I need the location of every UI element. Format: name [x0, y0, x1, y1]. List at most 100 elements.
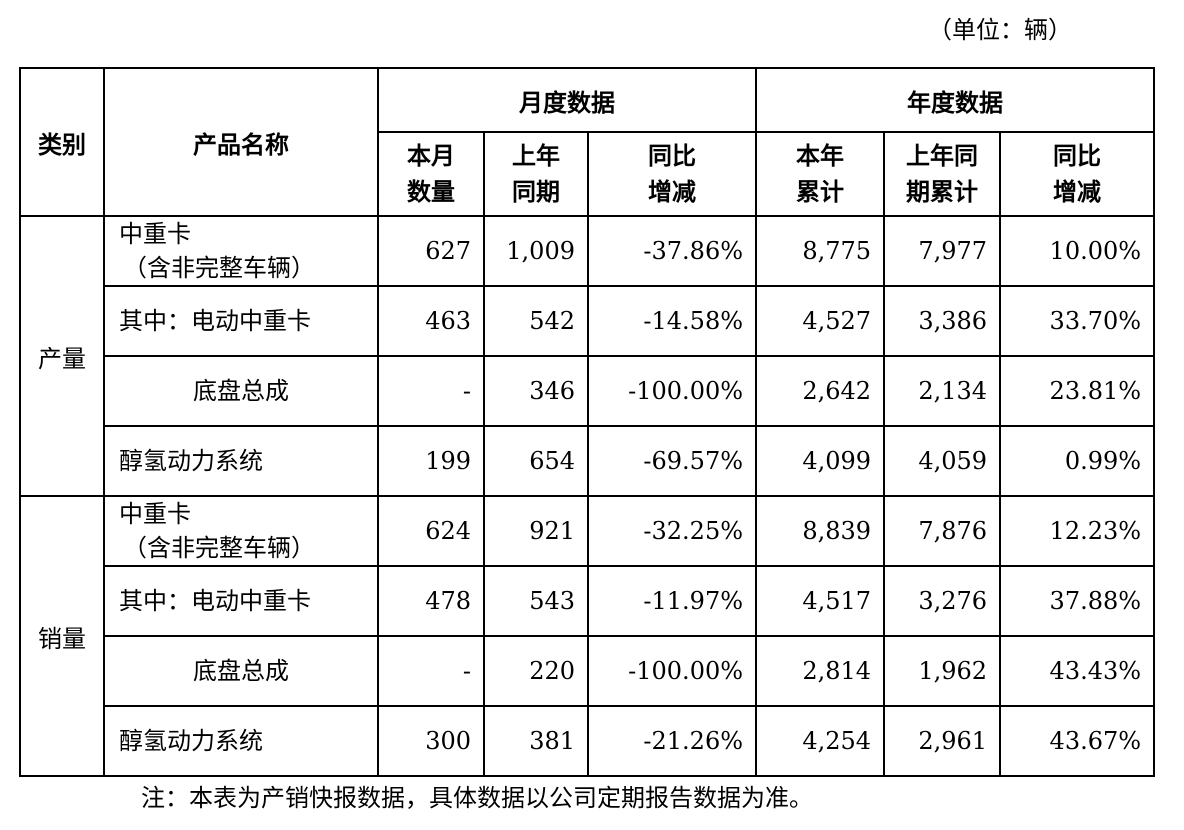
category-cell: 产量 [19, 215, 105, 497]
cell-prior-year-same-period: 921 [483, 495, 589, 567]
cell-current-month-qty: - [377, 355, 485, 427]
cell-current-month-qty: 463 [377, 285, 485, 357]
product-name: 中重卡 [119, 220, 191, 248]
cell-prior-ytd-cumulative: 7,977 [883, 215, 1002, 287]
product-name-cell: 中重卡 （含非完整车辆） [103, 495, 379, 567]
product-name-note: （含非完整车辆） [123, 254, 315, 282]
cell-prior-year-same-period: 654 [483, 425, 589, 497]
product-name-cell: 其中：电动中重卡 [103, 565, 379, 637]
product-name-cell: 底盘总成 [103, 635, 379, 707]
header-line: 同期 [512, 177, 560, 206]
cell-annual-yoy-change: 12.23% [999, 495, 1156, 567]
production-sales-table: 类别 产品名称 月度数据 年度数据 本月 数量 上年 同期 同比 增减 本年 累… [19, 67, 1156, 777]
cell-ytd-cumulative: 4,099 [755, 425, 886, 497]
cell-current-month-qty: 300 [377, 705, 485, 777]
product-name-cell: 醇氢动力系统 [103, 705, 379, 777]
cell-prior-ytd-cumulative: 3,276 [883, 565, 1002, 637]
cell-monthly-yoy-change: -11.97% [586, 565, 758, 637]
cell-current-month-qty: 627 [377, 215, 485, 287]
table-row: 产量 中重卡 （含非完整车辆） 627 1,009 -37.86% 8,775 7,977 10… [19, 215, 1156, 497]
header-category: 类别 [19, 67, 105, 217]
cell-ytd-cumulative: 4,254 [755, 705, 886, 777]
table-row: 醇氢动力系统 300 381 -21.26% 4,254 2,961 43.67% [20, 705, 1156, 777]
product-name: 底盘总成 [193, 377, 289, 405]
header-line: 本月 [407, 141, 455, 170]
table-body: 产量 中重卡 （含非完整车辆） 627 1,009 -37.86% 8,775 7,977 10… [19, 215, 1156, 777]
table-row: 醇氢动力系统 199 654 -69.57% 4,099 4,059 0.99% [20, 425, 1156, 497]
header-row-columns: 本月 数量 上年 同期 同比 增减 本年 累计 上年同 期累计 同比 增减 [20, 131, 1156, 217]
header-current-month-qty: 本月 数量 [377, 131, 485, 217]
cell-prior-ytd-cumulative: 4,059 [883, 425, 1002, 497]
cell-prior-year-same-period: 220 [483, 635, 589, 707]
cell-monthly-yoy-change: -14.58% [586, 285, 758, 357]
cell-current-month-qty: - [377, 635, 485, 707]
cell-monthly-yoy-change: -100.00% [586, 635, 758, 707]
header-prior-year-same-period: 上年 同期 [483, 131, 589, 217]
cell-prior-ytd-cumulative: 2,134 [883, 355, 1002, 427]
cell-ytd-cumulative: 4,517 [755, 565, 886, 637]
table-row: 底盘总成 -220 -100.00% 2,814 1,962 43.43% [20, 635, 1156, 707]
cell-current-month-qty: 478 [377, 565, 485, 637]
header-monthly-yoy-change: 同比 增减 [586, 131, 758, 217]
cell-prior-ytd-cumulative: 1,962 [883, 635, 1002, 707]
product-name: 醇氢动力系统 [119, 727, 263, 755]
header-line: 本年 [796, 141, 845, 170]
category-cell: 销量 [19, 495, 105, 777]
header-line: 数量 [407, 177, 455, 206]
product-name-cell: 其中：电动中重卡 [103, 285, 379, 357]
cell-ytd-cumulative: 4,527 [755, 285, 886, 357]
header-line: 同比 [1053, 141, 1102, 170]
table-row: 销量 中重卡 （含非完整车辆） 624 921 -32.25% 8,839 7,876 12.2… [19, 495, 1156, 777]
cell-annual-yoy-change: 23.81% [999, 355, 1156, 427]
cell-annual-yoy-change: 0.99% [999, 425, 1156, 497]
header-annual-data: 年度数据 [755, 67, 1156, 133]
header-annual-yoy-change: 同比 增减 [999, 131, 1156, 217]
cell-prior-year-same-period: 542 [483, 285, 589, 357]
header-prior-ytd-cumulative: 上年同 期累计 [883, 131, 1002, 217]
product-name-note: （含非完整车辆） [123, 534, 315, 562]
cell-monthly-yoy-change: -21.26% [586, 705, 758, 777]
cell-annual-yoy-change: 43.43% [999, 635, 1156, 707]
cell-annual-yoy-change: 10.00% [999, 215, 1156, 287]
cell-monthly-yoy-change: -69.57% [586, 425, 758, 497]
cell-prior-year-same-period: 381 [483, 705, 589, 777]
product-name: 底盘总成 [193, 657, 289, 685]
unit-label: （单位：辆） [928, 16, 1072, 44]
header-line: 增减 [1053, 177, 1102, 206]
cell-monthly-yoy-change: -37.86% [586, 215, 758, 287]
header-ytd-cumulative: 本年 累计 [755, 131, 886, 217]
header-line: 增减 [648, 177, 697, 206]
footnote: 注：本表为产销快报数据，具体数据以公司定期报告数据为准。 [141, 784, 813, 812]
header-line: 同比 [648, 141, 697, 170]
cell-prior-year-same-period: 1,009 [483, 215, 589, 287]
cell-ytd-cumulative: 2,814 [755, 635, 886, 707]
cell-prior-ytd-cumulative: 7,876 [883, 495, 1002, 567]
header-row-groups: 类别 产品名称 月度数据 年度数据 [19, 67, 1156, 217]
header-product-name: 产品名称 [103, 67, 379, 217]
header-line: 上年 [512, 141, 560, 170]
cell-current-month-qty: 199 [377, 425, 485, 497]
header-line: 累计 [796, 177, 845, 206]
cell-annual-yoy-change: 37.88% [999, 565, 1156, 637]
product-name: 其中：电动中重卡 [119, 587, 311, 615]
product-name: 其中：电动中重卡 [119, 307, 311, 335]
cell-monthly-yoy-change: -100.00% [586, 355, 758, 427]
cell-monthly-yoy-change: -32.25% [586, 495, 758, 567]
cell-prior-year-same-period: 346 [483, 355, 589, 427]
cell-prior-year-same-period: 543 [483, 565, 589, 637]
cell-ytd-cumulative: 8,839 [755, 495, 886, 567]
cell-prior-ytd-cumulative: 2,961 [883, 705, 1002, 777]
header-line: 上年同 [906, 141, 979, 170]
table-row: 底盘总成 -346 -100.00% 2,642 2,134 23.81% [20, 355, 1156, 427]
table-row: 其中：电动中重卡 463 542 -14.58% 4,527 3,386 33.70% [20, 285, 1156, 357]
header-monthly-data: 月度数据 [376, 67, 758, 133]
cell-prior-ytd-cumulative: 3,386 [883, 285, 1002, 357]
cell-current-month-qty: 624 [377, 495, 485, 567]
product-name-cell: 底盘总成 [103, 355, 379, 427]
product-name-cell: 醇氢动力系统 [103, 425, 379, 497]
product-name-cell: 中重卡 （含非完整车辆） [103, 215, 379, 287]
cell-ytd-cumulative: 8,775 [755, 215, 886, 287]
cell-annual-yoy-change: 33.70% [999, 285, 1156, 357]
product-name: 中重卡 [119, 500, 191, 528]
cell-ytd-cumulative: 2,642 [755, 355, 886, 427]
